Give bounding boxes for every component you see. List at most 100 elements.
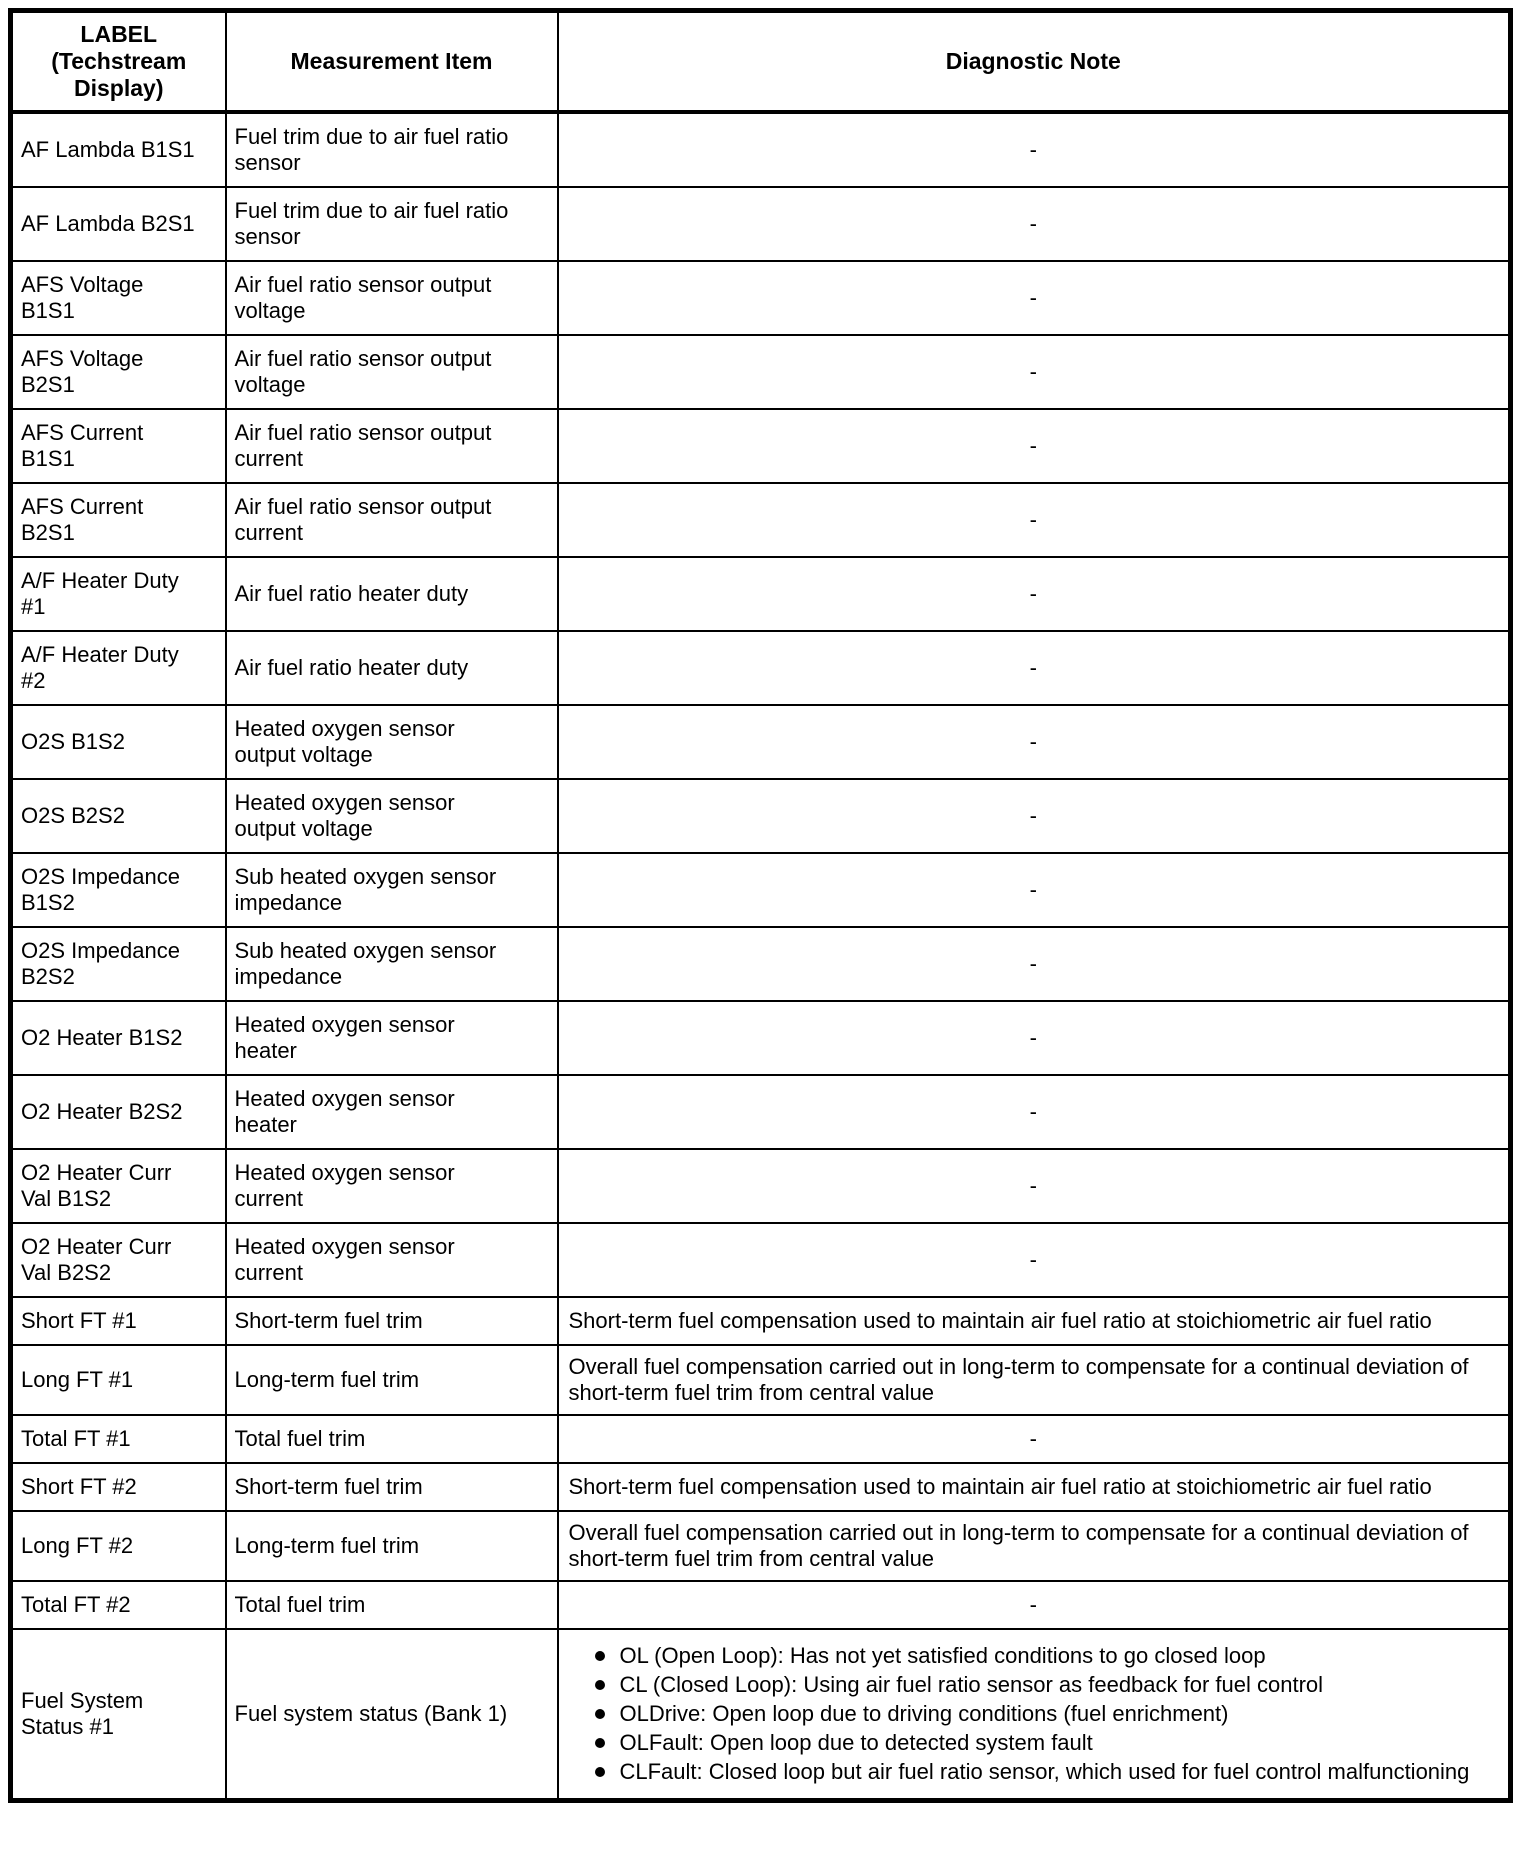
- diagnostic-note-cell: Overall fuel compensation carried out in…: [556, 1510, 1512, 1582]
- diagnostic-note-cell: -: [556, 556, 1512, 632]
- note-bullet-text: OL (Open Loop): Has not yet satisfied co…: [619, 1643, 1266, 1668]
- table-row: Total FT #2 Total fuel trim -: [9, 1580, 1512, 1630]
- measurement-item-cell: Air fuel ratio sensor output voltage: [224, 334, 559, 410]
- diagnostic-note-cell: -: [556, 852, 1512, 928]
- table-row: O2S Impedance B2S2 Sub heated oxygen sens…: [9, 926, 1512, 1002]
- label-cell: A/F Heater Duty #1: [9, 556, 227, 632]
- measurement-item-cell: Short-term fuel trim: [224, 1462, 559, 1512]
- label-cell: Short FT #2: [9, 1462, 227, 1512]
- note-bullet-item: OLFault: Open loop due to detected syste…: [594, 1730, 1497, 1756]
- table-row: AFS Current B2S1 Air fuel ratio sensor ou…: [9, 482, 1512, 558]
- header-diagnostic-note: Diagnostic Note: [556, 9, 1512, 114]
- table-row: Long FT #1 Long-term fuel trim Overall fue…: [9, 1344, 1512, 1416]
- label-cell: O2S B1S2: [9, 704, 227, 780]
- table-row: Short FT #1 Short-term fuel trim Short-ter…: [9, 1296, 1512, 1346]
- diagnostic-note-cell: -: [556, 408, 1512, 484]
- measurement-item-cell: Fuel trim due to air fuel ratio sensor: [224, 111, 559, 188]
- note-bullet-text: CLFault: Closed loop but air fuel ratio …: [619, 1759, 1470, 1784]
- diagnostic-note-cell: Short-term fuel compensation used to mai…: [556, 1296, 1512, 1346]
- label-cell: Long FT #1: [9, 1344, 227, 1416]
- bullet-icon: [594, 1738, 605, 1748]
- label-cell: O2 Heater Curr Val B1S2: [9, 1148, 227, 1224]
- table-row: AF Lambda B1S1 Fuel trim due to air fuel …: [9, 111, 1512, 188]
- bullet-icon: [594, 1709, 605, 1719]
- label-cell: AF Lambda B2S1: [9, 186, 227, 262]
- label-cell: Short FT #1: [9, 1296, 227, 1346]
- measurement-item-cell: Heated oxygen sensor current: [224, 1222, 559, 1298]
- label-cell: O2S B2S2: [9, 778, 227, 854]
- note-bullet-text: OLDrive: Open loop due to driving condit…: [619, 1701, 1229, 1726]
- table-row: AFS Current B1S1 Air fuel ratio sensor ou…: [9, 408, 1512, 484]
- measurement-item-cell: Sub heated oxygen sensor impedance: [224, 852, 559, 928]
- diagnostic-note-cell: -: [556, 778, 1512, 854]
- bullet-icon: [594, 1680, 605, 1690]
- measurement-item-cell: Heated oxygen sensor output voltage: [224, 778, 559, 854]
- measurement-item-cell: Long-term fuel trim: [224, 1344, 559, 1416]
- label-cell: Total FT #1: [9, 1414, 227, 1464]
- diagnostic-note-cell: -: [556, 1414, 1512, 1464]
- measurement-item-cell: Fuel system status (Bank 1): [224, 1628, 559, 1802]
- diagnostic-note-cell: -: [556, 482, 1512, 558]
- note-bullet-item: OL (Open Loop): Has not yet satisfied co…: [594, 1643, 1497, 1669]
- note-bullet-item: CL (Closed Loop): Using air fuel ratio s…: [594, 1672, 1497, 1698]
- measurement-item-cell: Sub heated oxygen sensor impedance: [224, 926, 559, 1002]
- bullet-icon: [594, 1767, 605, 1777]
- table-row: O2S Impedance B1S2 Sub heated oxygen sens…: [9, 852, 1512, 928]
- table-row: O2S B2S2 Heated oxygen sensor output volt…: [9, 778, 1512, 854]
- diagnostic-note-cell: Short-term fuel compensation used to mai…: [556, 1462, 1512, 1512]
- diagnostic-data-table: LABEL (Techstream Display) Measurement I…: [8, 8, 1513, 1803]
- diagnostic-note-cell: -: [556, 1580, 1512, 1630]
- table-body: AF Lambda B1S1 Fuel trim due to air fuel …: [9, 111, 1512, 1802]
- table-row: Fuel System Status #1 Fuel system status …: [9, 1628, 1512, 1802]
- diagnostic-note-cell: -: [556, 630, 1512, 706]
- diagnostic-note-cell: OL (Open Loop): Has not yet satisfied co…: [556, 1628, 1512, 1802]
- label-cell: O2S Impedance B2S2: [9, 926, 227, 1002]
- measurement-item-cell: Heated oxygen sensor current: [224, 1148, 559, 1224]
- label-cell: Long FT #2: [9, 1510, 227, 1582]
- label-cell: AF Lambda B1S1: [9, 111, 227, 188]
- table-row: O2 Heater Curr Val B2S2 Heated oxygen sen…: [9, 1222, 1512, 1298]
- diagnostic-note-cell: -: [556, 334, 1512, 410]
- table-row: Total FT #1 Total fuel trim -: [9, 1414, 1512, 1464]
- table-row: AFS Voltage B1S1 Air fuel ratio sensor ou…: [9, 260, 1512, 336]
- label-cell: AFS Voltage B1S1: [9, 260, 227, 336]
- measurement-item-cell: Long-term fuel trim: [224, 1510, 559, 1582]
- label-cell: O2 Heater B1S2: [9, 1000, 227, 1076]
- note-bullet-item: CLFault: Closed loop but air fuel ratio …: [594, 1759, 1497, 1785]
- diagnostic-note-cell: -: [556, 111, 1512, 188]
- measurement-item-cell: Air fuel ratio heater duty: [224, 556, 559, 632]
- measurement-item-cell: Heated oxygen sensor heater: [224, 1074, 559, 1150]
- measurement-item-cell: Air fuel ratio sensor output voltage: [224, 260, 559, 336]
- diagnostic-note-cell: Overall fuel compensation carried out in…: [556, 1344, 1512, 1416]
- label-cell: AFS Current B1S1: [9, 408, 227, 484]
- table-row: Short FT #2 Short-term fuel trim Short-ter…: [9, 1462, 1512, 1512]
- header-measurement-item: Measurement Item: [224, 9, 559, 114]
- label-cell: Fuel System Status #1: [9, 1628, 227, 1802]
- measurement-item-cell: Air fuel ratio sensor output current: [224, 408, 559, 484]
- measurement-item-cell: Short-term fuel trim: [224, 1296, 559, 1346]
- header-row: LABEL (Techstream Display) Measurement I…: [9, 9, 1512, 114]
- table-row: AFS Voltage B2S1 Air fuel ratio sensor ou…: [9, 334, 1512, 410]
- label-cell: O2S Impedance B1S2: [9, 852, 227, 928]
- diagnostic-note-cell: -: [556, 1000, 1512, 1076]
- measurement-item-cell: Heated oxygen sensor heater: [224, 1000, 559, 1076]
- diagnostic-note-cell: -: [556, 704, 1512, 780]
- note-bullet-text: OLFault: Open loop due to detected syste…: [619, 1730, 1093, 1755]
- measurement-item-cell: Fuel trim due to air fuel ratio sensor: [224, 186, 559, 262]
- measurement-item-cell: Air fuel ratio sensor output current: [224, 482, 559, 558]
- table-row: O2 Heater B2S2 Heated oxygen sensor heate…: [9, 1074, 1512, 1150]
- label-cell: O2 Heater B2S2: [9, 1074, 227, 1150]
- header-label-techstream-display: LABEL (Techstream Display): [9, 9, 227, 114]
- diagnostic-note-cell: -: [556, 926, 1512, 1002]
- label-cell: O2 Heater Curr Val B2S2: [9, 1222, 227, 1298]
- table-row: O2S B1S2 Heated oxygen sensor output volt…: [9, 704, 1512, 780]
- table-row: A/F Heater Duty #1 Air fuel ratio heater …: [9, 556, 1512, 632]
- diagnostic-note-cell: -: [556, 1074, 1512, 1150]
- diagnostic-note-cell: -: [556, 1222, 1512, 1298]
- note-bullet-list: OL (Open Loop): Has not yet satisfied co…: [569, 1643, 1497, 1785]
- table-row: O2 Heater B1S2 Heated oxygen sensor heate…: [9, 1000, 1512, 1076]
- measurement-item-cell: Total fuel trim: [224, 1414, 559, 1464]
- diagnostic-note-cell: -: [556, 1148, 1512, 1224]
- diagnostic-note-cell: -: [556, 186, 1512, 262]
